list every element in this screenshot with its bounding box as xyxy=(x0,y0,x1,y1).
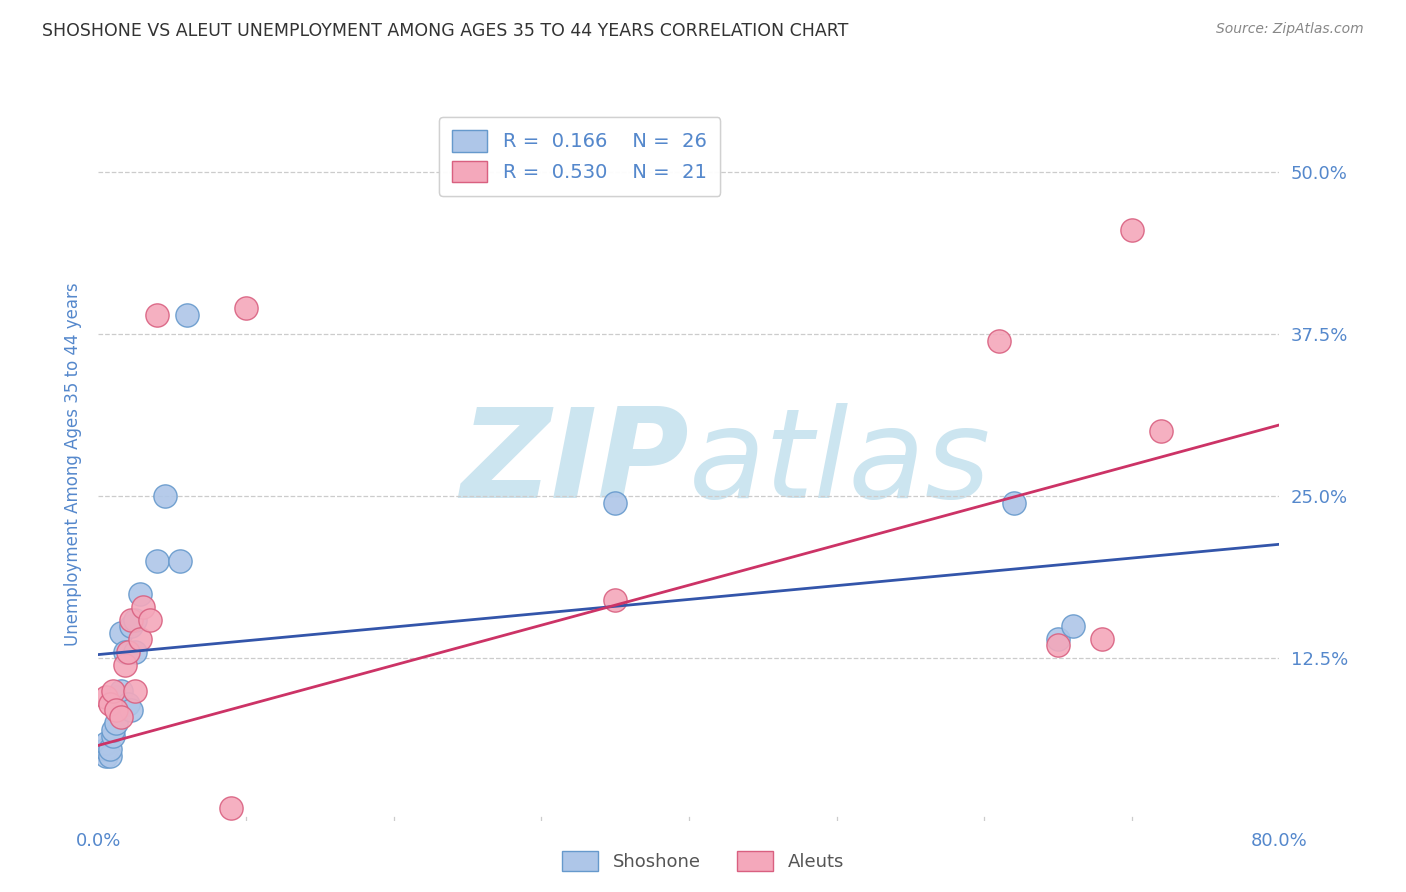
Point xyxy=(110,684,132,698)
Point xyxy=(128,586,150,600)
Point xyxy=(987,334,1010,348)
Point xyxy=(176,308,198,322)
Point xyxy=(94,748,117,763)
Point xyxy=(139,613,162,627)
Y-axis label: Unemployment Among Ages 35 to 44 years: Unemployment Among Ages 35 to 44 years xyxy=(63,282,82,646)
Point xyxy=(94,736,117,750)
Point xyxy=(94,742,117,756)
Point xyxy=(105,703,128,717)
Legend: Shoshone, Aleuts: Shoshone, Aleuts xyxy=(555,844,851,879)
Point xyxy=(1046,632,1069,646)
Point xyxy=(132,599,155,614)
Point xyxy=(98,742,121,756)
Point xyxy=(169,554,191,568)
Point xyxy=(94,690,117,705)
Text: ZIP: ZIP xyxy=(460,403,689,524)
Point xyxy=(605,593,627,607)
Legend: R =  0.166    N =  26, R =  0.530    N =  21: R = 0.166 N = 26, R = 0.530 N = 21 xyxy=(439,117,720,196)
Point xyxy=(124,645,146,659)
Point xyxy=(103,723,125,737)
Point xyxy=(110,625,132,640)
Point xyxy=(1046,639,1069,653)
Point xyxy=(153,489,176,503)
Point xyxy=(1002,496,1025,510)
Point xyxy=(103,684,125,698)
Text: SHOSHONE VS ALEUT UNEMPLOYMENT AMONG AGES 35 TO 44 YEARS CORRELATION CHART: SHOSHONE VS ALEUT UNEMPLOYMENT AMONG AGE… xyxy=(42,22,849,40)
Point xyxy=(124,613,146,627)
Point xyxy=(117,645,139,659)
Point xyxy=(120,703,142,717)
Text: Source: ZipAtlas.com: Source: ZipAtlas.com xyxy=(1216,22,1364,37)
Point xyxy=(219,800,242,814)
Point xyxy=(120,613,142,627)
Point xyxy=(146,554,169,568)
Point xyxy=(605,496,627,510)
Point xyxy=(105,690,128,705)
Point xyxy=(146,308,169,322)
Point xyxy=(98,697,121,711)
Point xyxy=(98,748,121,763)
Text: atlas: atlas xyxy=(689,403,991,524)
Point xyxy=(105,716,128,731)
Point xyxy=(1062,619,1084,633)
Point xyxy=(128,632,150,646)
Point xyxy=(235,301,257,315)
Point xyxy=(124,684,146,698)
Point xyxy=(103,729,125,743)
Point xyxy=(1121,223,1143,237)
Point xyxy=(110,710,132,724)
Point xyxy=(120,619,142,633)
Point xyxy=(1091,632,1114,646)
Point xyxy=(1150,425,1173,439)
Point xyxy=(114,645,136,659)
Point xyxy=(114,657,136,672)
Point xyxy=(117,697,139,711)
